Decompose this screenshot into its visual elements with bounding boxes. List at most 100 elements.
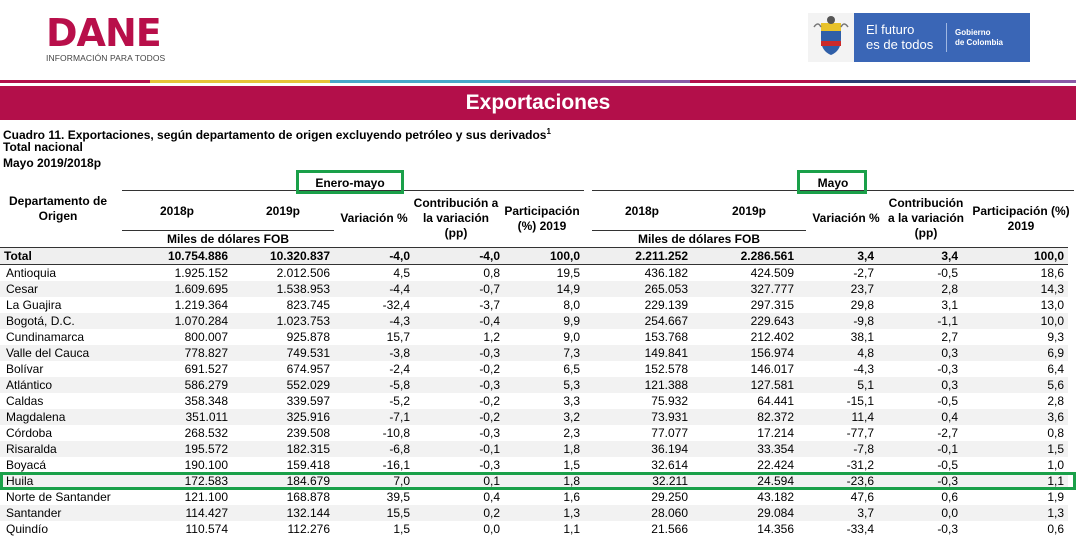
header-units-1: Miles de dólares FOB bbox=[166, 232, 290, 246]
row-department: Boyacá bbox=[6, 458, 47, 472]
row-value-col10: 1,9 bbox=[1047, 490, 1064, 504]
row-department: Magdalena bbox=[0, 409, 122, 425]
row-value-col8: 3,4 bbox=[798, 247, 878, 265]
row-value-col5: 3,2 bbox=[504, 409, 584, 425]
row-department: Santander bbox=[0, 505, 122, 521]
row-value-col4: -0,7 bbox=[414, 281, 504, 297]
table-row: Boyacá 190.100 159.418 -16,1 -0,3 1,5 32.614 22… bbox=[0, 457, 1068, 473]
row-value-col8: 47,6 bbox=[850, 490, 874, 504]
row-value-col4: 0,1 bbox=[414, 473, 504, 489]
row-value-col2: 2.012.506 bbox=[276, 266, 330, 280]
row-value-col3: -6,8 bbox=[334, 441, 414, 457]
row-value-col6: 21.566 bbox=[651, 522, 688, 536]
row-value-col5: 9,0 bbox=[563, 330, 580, 344]
row-value-col1: 10.754.886 bbox=[122, 247, 232, 265]
gov-slogan-line2: es de todos bbox=[866, 37, 934, 52]
header-units-2: Miles de dólares FOB bbox=[637, 232, 761, 246]
row-value-col2: 168.878 bbox=[286, 490, 330, 504]
row-value-col1: 114.427 bbox=[122, 505, 232, 521]
row-value-col8: 11,4 bbox=[798, 409, 878, 425]
row-value-col9: 2,8 bbox=[878, 281, 962, 297]
header-2019p-1: 2019p bbox=[265, 204, 301, 218]
row-value-col5: 19,5 bbox=[556, 266, 580, 280]
row-value-col3: -16,1 bbox=[382, 458, 410, 472]
row-value-col1: 1.609.695 bbox=[122, 281, 232, 297]
row-value-col9: 0,4 bbox=[878, 409, 962, 425]
row-value-col4: -0,2 bbox=[479, 394, 500, 408]
row-value-col1: 268.532 bbox=[184, 426, 228, 440]
row-value-col1: 691.527 bbox=[184, 362, 228, 376]
row-value-col5: 1,8 bbox=[504, 441, 584, 457]
row-value-col3: 1,5 bbox=[393, 522, 410, 536]
row-value-col9: 3,1 bbox=[941, 298, 958, 312]
row-value-col4: -3,7 bbox=[479, 298, 500, 312]
row-department: Caldas bbox=[6, 394, 44, 408]
header-group-mayo: Mayo bbox=[817, 176, 849, 190]
row-value-col8: -15,1 bbox=[846, 394, 874, 408]
header-departamento: Departamento de Origen bbox=[8, 194, 108, 223]
row-value-col2: 1.538.953 bbox=[232, 281, 334, 297]
table-caption: Cuadro 11. Exportaciones, según departam… bbox=[3, 124, 551, 143]
row-value-col8: 38,1 bbox=[850, 330, 874, 344]
row-value-col2: 552.029 bbox=[232, 377, 334, 393]
header-rule-units-2 bbox=[592, 230, 806, 231]
row-value-col7: 82.372 bbox=[692, 409, 798, 425]
row-value-col8: -77,7 bbox=[846, 426, 874, 440]
row-value-col6: 121.388 bbox=[584, 377, 692, 393]
row-value-col3: -10,8 bbox=[382, 426, 410, 440]
row-value-col5: 1,5 bbox=[563, 458, 580, 472]
table-row: Huila 172.583 184.679 7,0 0,1 1,8 32.211 24.594… bbox=[0, 473, 1068, 489]
row-value-col6: 152.578 bbox=[644, 362, 688, 376]
row-value-col10: 1,0 bbox=[1047, 458, 1064, 472]
row-value-col1: 358.348 bbox=[184, 394, 228, 408]
row-department: Atlántico bbox=[0, 377, 122, 393]
row-department: Total bbox=[0, 247, 122, 265]
row-value-col7: 156.974 bbox=[692, 345, 798, 361]
header-2018p-2: 2018p bbox=[624, 204, 660, 218]
stripe-yellow bbox=[150, 80, 330, 83]
row-value-col5: 3,3 bbox=[563, 394, 580, 408]
table-row: La Guajira 1.219.364 823.745 -32,4 -3,7 8,0 22… bbox=[0, 297, 1068, 313]
row-value-col6: 75.932 bbox=[651, 394, 688, 408]
row-value-col2: 184.679 bbox=[232, 473, 334, 489]
row-value-col8: -4,3 bbox=[853, 362, 874, 376]
header-contribucion-2: Contribución a la variación (pp) bbox=[887, 196, 965, 240]
row-value-col9: -2,7 bbox=[937, 426, 958, 440]
gov-banner: El futuro es de todos Gobierno de Colomb… bbox=[854, 13, 1030, 62]
row-value-col2: 339.597 bbox=[286, 394, 330, 408]
row-value-col10: 10,0 bbox=[962, 313, 1068, 329]
row-value-col10: 3,6 bbox=[962, 409, 1068, 425]
caption-title: Cuadro 11. Exportaciones, según departam… bbox=[3, 128, 547, 142]
table-row: Valle del Cauca 778.827 749.531 -3,8 -0,3 7,3… bbox=[0, 345, 1068, 361]
row-value-col2: 10.320.837 bbox=[232, 247, 334, 265]
table-row: Magdalena 351.011 325.916 -7,1 -0,2 3,2 73.931… bbox=[0, 409, 1068, 425]
row-value-col6: 2.211.252 bbox=[584, 247, 692, 265]
row-value-col5: 1,3 bbox=[504, 505, 584, 521]
row-value-col10: 0,6 bbox=[1047, 522, 1064, 536]
row-value-col3: 15,7 bbox=[386, 330, 410, 344]
row-value-col1: 121.100 bbox=[184, 490, 228, 504]
table-row: Risaralda 195.572 182.315 -6,8 -0,1 1,8 36.194… bbox=[0, 441, 1068, 457]
row-department: Cesar bbox=[0, 281, 122, 297]
row-value-col3: 4,5 bbox=[393, 266, 410, 280]
row-value-col5: 14,9 bbox=[504, 281, 584, 297]
caption-footnote-mark: 1 bbox=[546, 127, 551, 136]
row-value-col2: 182.315 bbox=[232, 441, 334, 457]
row-value-col4: -0,2 bbox=[414, 409, 504, 425]
stripe-navy bbox=[830, 80, 1030, 83]
row-value-col8: 4,8 bbox=[798, 345, 878, 361]
row-value-col2: 132.144 bbox=[232, 505, 334, 521]
row-value-col7: 327.777 bbox=[692, 281, 798, 297]
row-value-col9: 3,4 bbox=[878, 247, 962, 265]
row-value-col8: 3,7 bbox=[798, 505, 878, 521]
row-value-col1: 586.279 bbox=[122, 377, 232, 393]
row-value-col2: 925.878 bbox=[286, 330, 330, 344]
row-value-col5: 5,3 bbox=[504, 377, 584, 393]
row-value-col9: 0,0 bbox=[878, 505, 962, 521]
row-department: Norte de Santander bbox=[6, 490, 111, 504]
row-value-col5: 1,6 bbox=[563, 490, 580, 504]
row-value-col1: 1.070.284 bbox=[122, 313, 232, 329]
table-total-row: Total 10.754.886 10.320.837 -4,0 -4,0 100,0 2.… bbox=[0, 247, 1068, 265]
logo-subtitle: INFORMACIÓN PARA TODOS bbox=[46, 53, 166, 63]
row-value-col2: 823.745 bbox=[286, 298, 330, 312]
